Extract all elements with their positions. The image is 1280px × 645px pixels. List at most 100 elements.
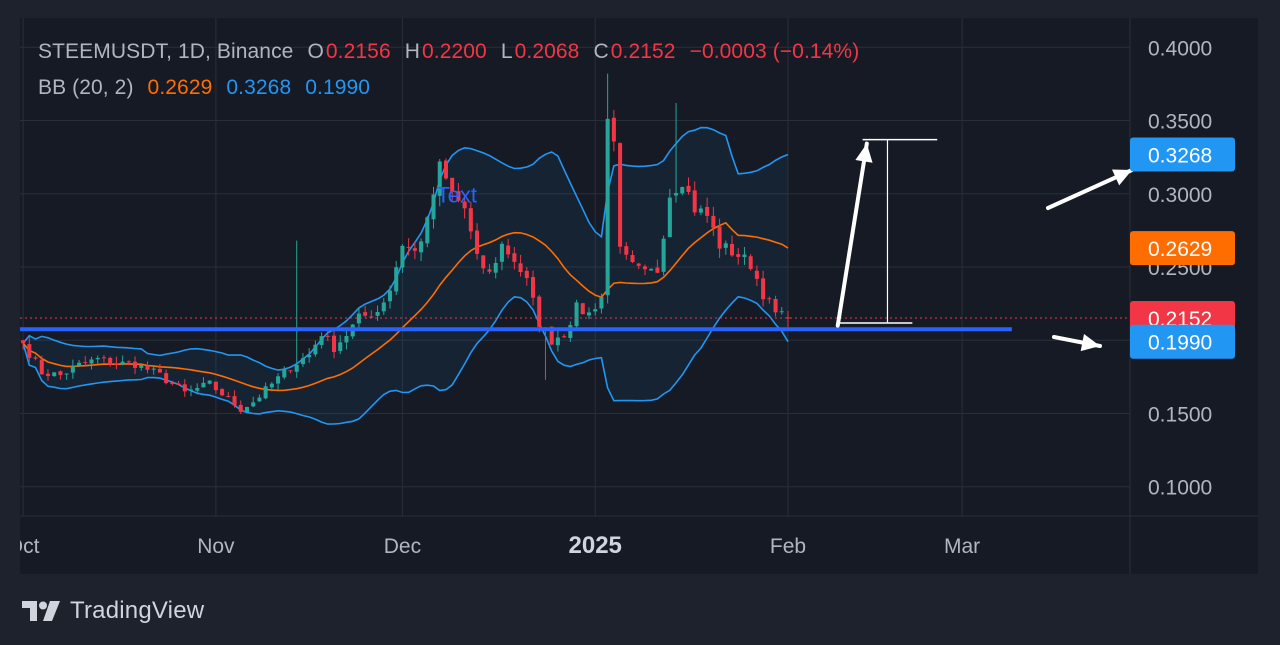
candle-body[interactable] [145,365,150,370]
candle-body[interactable] [493,262,498,273]
candle-body[interactable] [400,245,405,268]
candle-body[interactable] [238,404,243,412]
candle-body[interactable] [356,313,361,324]
candle-body[interactable] [114,363,119,365]
candle-body[interactable] [257,397,262,402]
candle-body[interactable] [101,357,106,359]
candle-body[interactable] [705,206,710,216]
price-badge[interactable] [1130,324,1235,359]
candle-body[interactable] [531,276,536,298]
candle-body[interactable] [754,270,759,279]
price-badge[interactable] [1130,137,1235,172]
candle-body[interactable] [182,384,187,392]
candle-body[interactable] [83,362,88,364]
candle-body[interactable] [213,381,218,391]
candle-body[interactable] [188,389,194,391]
candle-body[interactable] [52,372,57,377]
candle-body[interactable] [64,373,69,375]
candle-body[interactable] [779,311,784,313]
candle-body[interactable] [325,335,330,337]
candle-body[interactable] [661,238,666,272]
candle-body[interactable] [593,309,598,312]
candle-body[interactable] [630,255,635,262]
candle-body[interactable] [437,161,442,196]
candle-body[interactable] [450,177,455,192]
candle-body[interactable] [77,362,82,366]
candle-body[interactable] [269,383,274,388]
candle-body[interactable] [139,364,144,368]
candle-body[interactable] [611,117,616,142]
candle-body[interactable] [381,302,386,312]
candle-body[interactable] [742,254,747,258]
candle-body[interactable] [363,312,368,316]
bb-upper-line[interactable] [22,126,789,371]
candle-body[interactable] [244,407,249,412]
candle-body[interactable] [300,358,305,365]
candle-body[interactable] [574,302,579,327]
candle-body[interactable] [636,263,641,266]
candle-body[interactable] [89,359,94,364]
candle-body[interactable] [70,366,75,373]
candle-body[interactable] [251,402,256,407]
candle-body[interactable] [642,266,647,270]
candle-body[interactable] [164,373,169,384]
candle-body[interactable] [549,326,554,345]
candle-body[interactable] [711,215,716,228]
candle-body[interactable] [475,230,480,254]
candle-body[interactable] [394,267,399,292]
candle-body[interactable] [195,387,200,391]
candle-body[interactable] [288,370,293,372]
candle-body[interactable] [201,382,206,388]
candle-body[interactable] [674,193,679,196]
candle-body[interactable] [555,337,560,346]
price-badge[interactable] [1130,231,1235,266]
candle-body[interactable] [294,364,299,372]
tradingview-brand[interactable]: TradingView [22,596,204,626]
candle-body[interactable] [649,268,654,271]
candle-body[interactable] [126,361,131,363]
candle-body[interactable] [276,376,281,384]
candle-body[interactable] [332,335,337,353]
candle-body[interactable] [425,217,430,244]
candle-body[interactable] [319,336,324,345]
bb-lower-line[interactable] [22,295,789,425]
candle-body[interactable] [338,342,343,352]
chart-panel[interactable]: Text 0.1000 0.1500 0.2500 0.3000 0.3500 0.4000… [20,18,1258,574]
candle-body[interactable] [605,118,610,296]
candle-body[interactable] [761,278,766,300]
candle-body[interactable] [232,396,237,406]
candle-body[interactable] [220,389,225,396]
candle-body[interactable] [95,357,100,360]
bb-legend[interactable]: BB (20, 2) 0.2629 0.3268 0.1990 [38,76,372,100]
candle-body[interactable] [431,194,436,220]
candle-body[interactable] [443,160,448,179]
candle-body[interactable] [307,354,312,358]
price-chart[interactable]: Text0.10000.15000.25000.30000.35000.4000… [20,18,1258,574]
candle-body[interactable] [375,312,380,316]
candle-body[interactable] [406,246,411,248]
candle-body[interactable] [176,383,181,385]
candle-body[interactable] [226,396,231,398]
candle-body[interactable] [773,298,778,313]
candle-body[interactable] [487,269,492,272]
projection-up-arrow[interactable] [835,141,869,328]
candle-body[interactable] [21,340,26,344]
candle-body[interactable] [518,263,523,273]
candle-body[interactable] [655,267,660,273]
candle-body[interactable] [207,380,212,384]
candle-body[interactable] [680,187,685,194]
candle-body[interactable] [58,371,63,376]
candle-body[interactable] [618,143,623,247]
candle-body[interactable] [133,361,138,368]
candle-body[interactable] [599,296,604,309]
candle-body[interactable] [263,386,268,399]
candle-body[interactable] [313,344,318,355]
candle-body[interactable] [499,243,504,262]
candle-body[interactable] [344,336,349,343]
candle-body[interactable] [45,373,51,377]
candle-body[interactable] [717,226,722,249]
candle-body[interactable] [387,290,393,302]
candle-body[interactable] [723,243,728,248]
candle-body[interactable] [686,185,691,192]
bb-basis-line[interactable] [22,221,789,392]
